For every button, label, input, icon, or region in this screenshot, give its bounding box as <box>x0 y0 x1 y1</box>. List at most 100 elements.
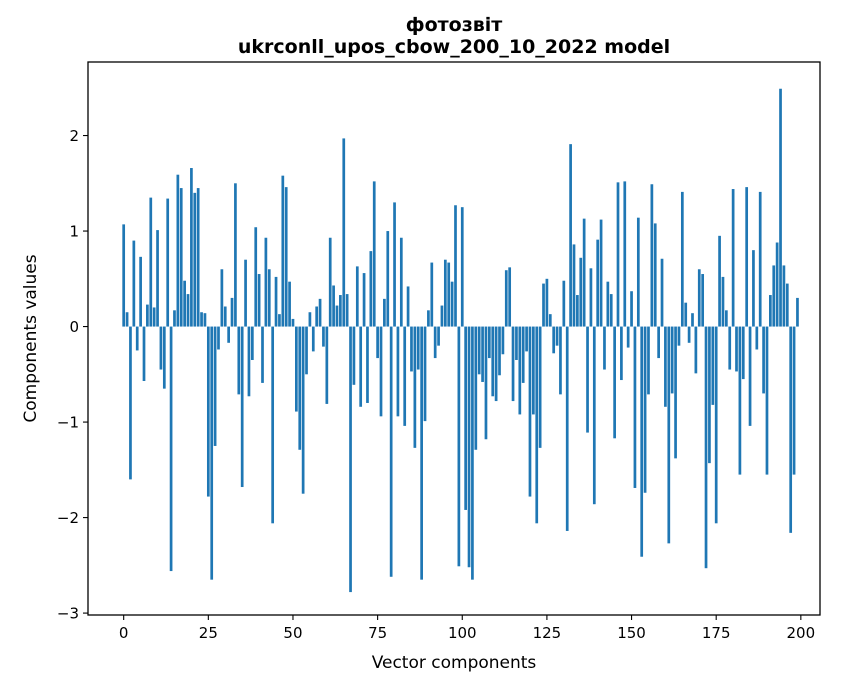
bar <box>139 256 142 327</box>
bar <box>481 326 484 382</box>
bar <box>718 235 721 327</box>
bar <box>504 270 508 327</box>
bar <box>785 283 789 327</box>
bar <box>156 230 159 327</box>
bar <box>691 313 694 327</box>
bar <box>247 326 251 397</box>
bar <box>633 326 637 488</box>
bar <box>146 304 149 327</box>
bar <box>234 183 237 327</box>
bar <box>410 326 413 372</box>
bar <box>372 181 376 327</box>
bar <box>596 239 600 327</box>
bar <box>190 168 193 327</box>
bar <box>386 231 390 327</box>
bar <box>606 281 610 327</box>
y-tick-label: 1 <box>69 223 79 241</box>
bar <box>758 191 762 327</box>
y-tick-label: 0 <box>69 318 79 336</box>
bar <box>701 274 705 327</box>
bar <box>362 273 366 327</box>
x-tick-label: 150 <box>617 624 646 642</box>
bar <box>349 326 352 593</box>
bar <box>257 274 261 327</box>
bar <box>484 326 488 440</box>
bar <box>576 295 579 327</box>
x-tick-label: 25 <box>199 624 218 642</box>
bar <box>704 326 708 569</box>
y-tick-label: 2 <box>69 127 79 145</box>
bar <box>464 326 467 510</box>
x-tick-label: 100 <box>448 624 477 642</box>
bar <box>738 326 742 475</box>
bar <box>782 265 786 327</box>
x-tick-label: 75 <box>368 624 387 642</box>
bar <box>427 310 430 327</box>
bar <box>298 326 302 450</box>
bar <box>762 326 765 394</box>
bar <box>413 326 417 448</box>
bar <box>708 326 711 464</box>
y-axis-label: Components values <box>21 254 41 422</box>
bar <box>308 312 312 327</box>
bar <box>559 326 562 395</box>
bar <box>223 306 227 327</box>
bar <box>697 269 701 327</box>
bar <box>230 297 234 327</box>
bar <box>284 187 288 327</box>
bar <box>135 326 139 351</box>
bar <box>477 326 481 375</box>
bar <box>772 265 776 327</box>
bar <box>498 326 501 376</box>
ticks-group: 0 25 50 75 100 125 150 175 200 2 1 0 −1 −2 −3 <box>57 127 815 642</box>
bar <box>555 326 559 346</box>
chart-title-line1: фотозвіт <box>406 14 503 36</box>
bar <box>501 326 505 355</box>
bar <box>586 326 589 433</box>
bar <box>538 326 542 448</box>
bar <box>471 326 474 580</box>
bar <box>582 218 586 327</box>
bar <box>295 326 298 412</box>
bar <box>359 326 363 407</box>
bar <box>376 326 379 359</box>
bar <box>725 310 728 327</box>
bar <box>487 326 491 359</box>
bar <box>660 258 664 327</box>
bar <box>460 207 464 327</box>
bar <box>528 326 532 497</box>
bar <box>129 326 132 480</box>
bar <box>653 223 657 327</box>
bar <box>318 298 322 327</box>
x-tick-label: 125 <box>533 624 562 642</box>
bar <box>515 326 518 360</box>
bar <box>213 326 217 446</box>
bar <box>623 181 627 327</box>
bar <box>535 326 539 524</box>
bar <box>162 326 166 389</box>
bar <box>630 291 633 327</box>
bar <box>169 326 173 572</box>
bar <box>508 267 512 327</box>
bar <box>264 237 268 327</box>
bar <box>491 326 495 397</box>
bar <box>261 326 264 383</box>
bar <box>315 306 319 327</box>
bar <box>142 326 146 381</box>
bar <box>714 326 718 524</box>
bar <box>122 224 126 327</box>
bar <box>149 197 153 327</box>
bar <box>379 326 383 417</box>
bar <box>447 262 451 327</box>
bar <box>291 318 295 327</box>
bar <box>620 326 623 381</box>
bar <box>244 259 247 327</box>
bar <box>342 138 346 327</box>
bar <box>332 285 335 327</box>
bar <box>511 326 515 402</box>
bar <box>542 283 545 327</box>
bar <box>457 326 461 567</box>
bar <box>569 144 572 327</box>
bar <box>355 266 359 327</box>
